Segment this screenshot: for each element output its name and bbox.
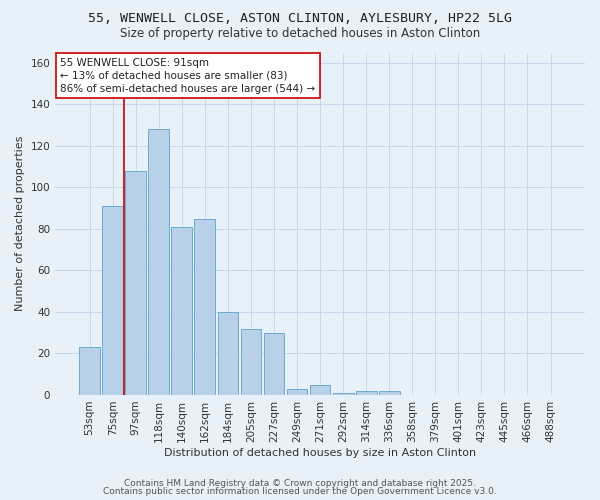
Bar [310,384,331,395]
Text: Size of property relative to detached houses in Aston Clinton: Size of property relative to detached ho… [120,28,480,40]
Bar [218,312,238,395]
Bar [125,171,146,395]
Text: Contains HM Land Registry data © Crown copyright and database right 2025.: Contains HM Land Registry data © Crown c… [124,478,476,488]
Bar [102,206,123,395]
Bar [148,130,169,395]
Bar [172,227,192,395]
Bar [333,393,353,395]
Bar [194,218,215,395]
X-axis label: Distribution of detached houses by size in Aston Clinton: Distribution of detached houses by size … [164,448,476,458]
Text: Contains public sector information licensed under the Open Government Licence v3: Contains public sector information licen… [103,487,497,496]
Bar [79,347,100,395]
Y-axis label: Number of detached properties: Number of detached properties [15,136,25,312]
Bar [263,332,284,395]
Text: 55 WENWELL CLOSE: 91sqm
← 13% of detached houses are smaller (83)
86% of semi-de: 55 WENWELL CLOSE: 91sqm ← 13% of detache… [61,58,316,94]
Bar [287,388,307,395]
Text: 55, WENWELL CLOSE, ASTON CLINTON, AYLESBURY, HP22 5LG: 55, WENWELL CLOSE, ASTON CLINTON, AYLESB… [88,12,512,26]
Bar [356,391,377,395]
Bar [379,391,400,395]
Bar [241,328,262,395]
